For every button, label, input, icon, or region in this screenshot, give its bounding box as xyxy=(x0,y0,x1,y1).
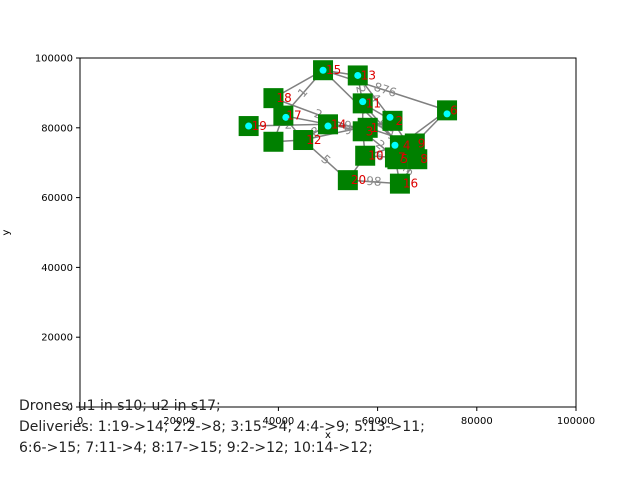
station-label: 15 xyxy=(326,63,341,77)
drone-marker xyxy=(359,98,367,106)
x-tick-label: 100000 xyxy=(557,416,595,427)
drone-marker xyxy=(245,122,253,130)
station-label: 6 xyxy=(450,103,458,117)
edge-weight-label: 98 xyxy=(366,174,382,189)
edge-weight-label: 2 xyxy=(353,84,368,94)
x-tick-label: 60000 xyxy=(362,416,394,427)
station-marker xyxy=(293,130,314,151)
y-tick-label: 100000 xyxy=(35,54,73,65)
station-label: 19 xyxy=(252,119,267,133)
plot-area-frame xyxy=(79,57,577,408)
station-label: 10 xyxy=(368,149,383,163)
station-marker xyxy=(355,145,376,166)
y-tick-label: 20000 xyxy=(41,333,73,344)
y-tick-label: 80000 xyxy=(41,123,73,134)
station-label: 18 xyxy=(276,91,291,105)
station-label: 12 xyxy=(306,133,321,147)
axes-layer: 0 20000 40000 60000 80000 100000 0 20000 40000 60… xyxy=(35,54,595,428)
station-label: 14 xyxy=(331,117,346,131)
x-tick-label: 40000 xyxy=(262,416,294,427)
edge-weight-label: 9 xyxy=(343,118,352,133)
edge-weight-label: 876 xyxy=(372,80,398,100)
edge-weight-label: 1 xyxy=(386,127,398,143)
drone-marker xyxy=(386,113,394,121)
y-tick-label: 40000 xyxy=(41,263,73,274)
station-label: 3 xyxy=(366,124,374,138)
station-label: 17 xyxy=(286,109,301,123)
y-tick-label: 60000 xyxy=(41,193,73,204)
station-label: 2 xyxy=(395,114,403,128)
caption-drones: Drones: u1 in s10; u2 in s17; xyxy=(19,398,221,414)
station-marker xyxy=(352,121,373,142)
station-marker xyxy=(337,170,358,191)
station-marker xyxy=(389,173,410,194)
drone-marker xyxy=(282,113,290,121)
station-label: 1 xyxy=(371,121,379,135)
x-tick-label: 80000 xyxy=(461,416,493,427)
drone-marker xyxy=(443,110,451,118)
drone-marker xyxy=(391,141,399,149)
station-label: 16 xyxy=(403,177,418,191)
station-marker xyxy=(263,131,284,152)
station-marker xyxy=(404,133,425,154)
station-label: 8 xyxy=(420,152,428,166)
drones-layer xyxy=(245,66,451,149)
x-tick-label: 20000 xyxy=(163,416,195,427)
drone-marker xyxy=(354,71,362,79)
station-marker xyxy=(407,149,428,170)
caption-deliveries: Deliveries: 1:19->14; 2:2->8; 3:15->4; 4… xyxy=(19,419,425,435)
edge-weight-label: 9 xyxy=(343,122,353,137)
y-axis-label: y xyxy=(1,229,12,235)
drone-marker xyxy=(319,66,327,74)
station-marker xyxy=(263,88,284,109)
drone-marker xyxy=(324,122,332,130)
station-label: 4 xyxy=(403,138,411,152)
station-label: 11 xyxy=(366,96,381,110)
y-tick-label: 0 xyxy=(67,403,73,414)
station-marker xyxy=(384,147,405,168)
x-tick-label: 0 xyxy=(77,416,83,427)
caption-deliveries-continued: 6:6->15; 7:11->4; 8:17->15; 9:2->12; 10:… xyxy=(19,440,373,456)
station-label: 13 xyxy=(361,68,376,82)
station-label: 20 xyxy=(351,173,366,187)
station-label: 9 xyxy=(418,137,426,151)
edge-weight-label: 6 xyxy=(376,149,384,163)
x-axis-label: x xyxy=(325,430,331,441)
station-label: 5 xyxy=(400,152,408,166)
edge-line xyxy=(322,69,448,112)
station-label: 7 xyxy=(398,150,406,164)
